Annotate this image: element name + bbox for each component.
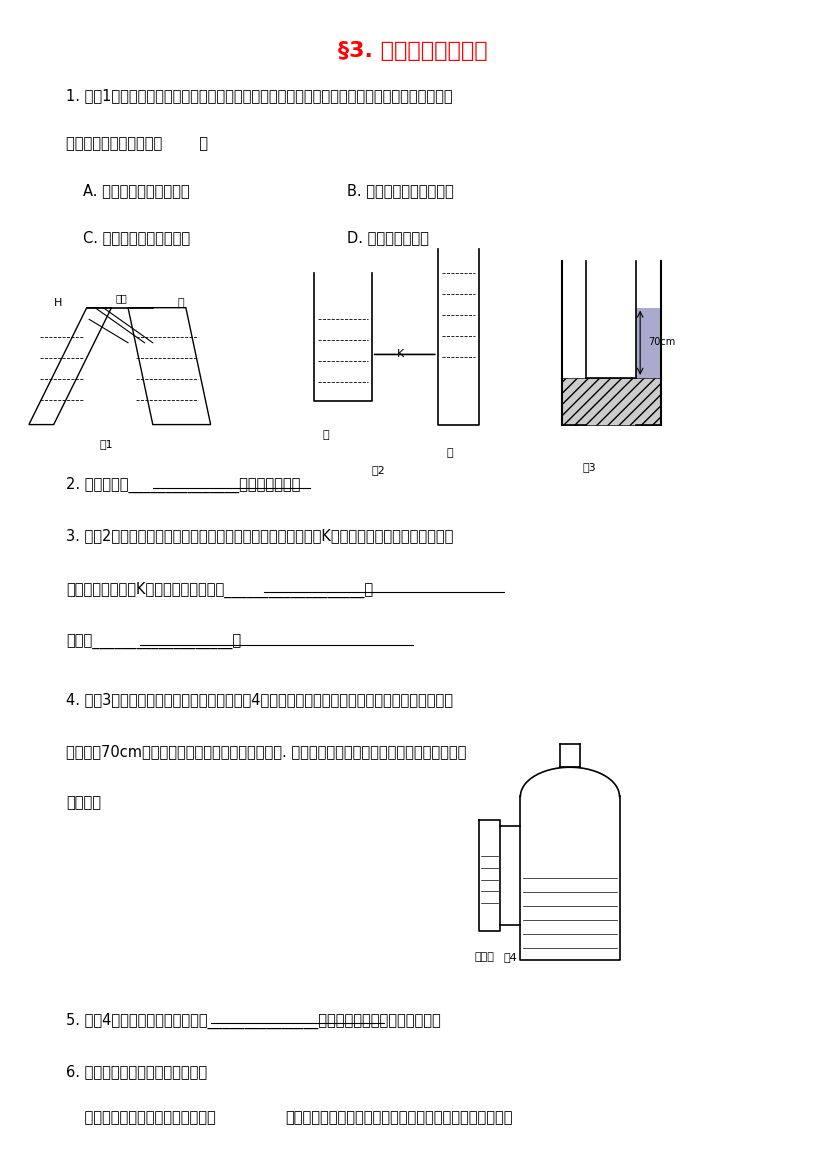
Text: 图3: 图3 <box>582 462 596 472</box>
Text: 6. 阅读下列短文，回答有关问题：: 6. 阅读下列短文，回答有关问题： <box>66 1064 207 1079</box>
Text: C. 因水面相平，水不流动: C. 因水面相平，水不流动 <box>83 230 190 244</box>
Text: B. 水从水渠甲流向水渠乙: B. 水从水渠甲流向水渠乙 <box>347 184 453 199</box>
Text: 乙: 乙 <box>178 298 184 309</box>
Text: 水位计: 水位计 <box>475 952 495 962</box>
Text: 乙: 乙 <box>446 448 453 458</box>
Text: 被密封的液体有一个重要特点：即: 被密封的液体有一个重要特点：即 <box>66 1111 216 1126</box>
Text: K: K <box>396 348 404 359</box>
Text: 加在被密封液体上的压强能被液体大小不变地向各个方向传: 加在被密封液体上的压强能被液体大小不变地向各个方向传 <box>285 1111 512 1126</box>
Text: 管中注入70cm高的水（注入水后细管中仍有水银）. 求：粗管中水银面上升多少？细管中水银面下: 管中注入70cm高的水（注入水后细管中仍有水银）. 求：粗管中水银面上升多少？细… <box>66 743 467 759</box>
Text: 降多少？: 降多少？ <box>66 795 101 810</box>
Text: D. 以上说法都不对: D. 以上说法都不对 <box>347 230 429 244</box>
Text: 1. 如图1所示，公路两侧的甲、乙两条水渠由路面下的倾斜涵洞相连，两渠水面相平，涵洞中的水: 1. 如图1所示，公路两侧的甲、乙两条水渠由路面下的倾斜涵洞相连，两渠水面相平，… <box>66 88 453 103</box>
Text: H: H <box>54 298 62 309</box>
Text: 70cm: 70cm <box>648 337 676 347</box>
Text: 5. 如图4所示，锅炉水位计是根据_______________原理来确定锅炉内水位高低的。: 5. 如图4所示，锅炉水位计是根据_______________原理来确定锅炉内… <box>66 1012 441 1029</box>
Text: 甲: 甲 <box>322 430 329 441</box>
Text: 3. 如图2所示，甲、乙两容器间有一斜管相连，管中间有一阀门K，现甲、乙两容器内装有水，且: 3. 如图2所示，甲、乙两容器间有一斜管相连，管中间有一阀门K，现甲、乙两容器内… <box>66 528 453 544</box>
Text: §3. 连通器和液压技术: §3. 连通器和液压技术 <box>338 41 488 61</box>
Bar <box>562 378 661 424</box>
Text: A. 水从水渠乙流向水渠甲: A. 水从水渠乙流向水渠甲 <box>83 184 189 199</box>
Text: 水面相平．当阀门K打开后，管中的水将___________________，: 水面相平．当阀门K打开后，管中的水将___________________， <box>66 582 373 597</box>
Text: 图2: 图2 <box>372 465 386 476</box>
Text: 2. 船闸是利用_______________的原理工作的．: 2. 船闸是利用_______________的原理工作的． <box>66 477 301 493</box>
Text: 路面: 路面 <box>116 293 127 304</box>
Text: 图1: 图1 <box>99 438 112 449</box>
Text: 理由是___________________．: 理由是___________________． <box>66 635 241 650</box>
Text: 图4: 图4 <box>504 952 518 962</box>
Text: 4. 如图3所示，连通器粗管直径是细管直径的4倍，现在连通器中注入水银，待水银稳定后再向细: 4. 如图3所示，连通器粗管直径是细管直径的4倍，现在连通器中注入水银，待水银稳… <box>66 692 453 707</box>
Bar <box>636 307 661 378</box>
Text: 流方向，正确的说法是（        ）: 流方向，正确的说法是（ ） <box>66 137 208 152</box>
